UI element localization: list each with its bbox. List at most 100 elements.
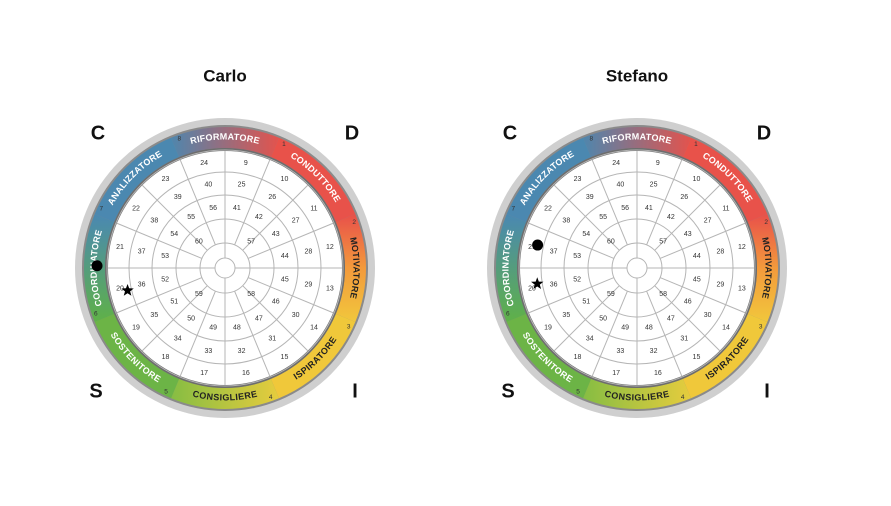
segment (495, 214, 527, 322)
grid-number: 48 (233, 325, 241, 332)
grid-spoke (591, 159, 628, 246)
grid-number: 59 (195, 291, 203, 298)
star-marker (121, 283, 134, 296)
grid-spoke (553, 285, 620, 352)
grid-spoke (247, 277, 334, 314)
boundary-number: 7 (512, 206, 516, 213)
grid-number: 49 (621, 325, 629, 332)
grid-circle (518, 149, 756, 387)
boundary-number: 2 (764, 219, 768, 226)
grid-number: 18 (574, 354, 582, 361)
grid-number: 12 (326, 244, 334, 251)
grid-number: 28 (716, 248, 724, 255)
grid-number: 38 (562, 218, 570, 225)
segment-label-text: COORDINATORE (501, 229, 516, 308)
corner-letter: I (764, 380, 770, 402)
grid-number: 34 (586, 336, 594, 343)
grid-number: 35 (150, 312, 158, 319)
grid-number: 23 (574, 176, 582, 183)
grid-number: 21 (116, 244, 124, 251)
corner-letter: S (89, 380, 102, 402)
segment-label: COORDINATORE (501, 229, 516, 308)
grid-number: 44 (693, 253, 701, 260)
grid-number: 10 (693, 176, 701, 183)
grid-number: 14 (722, 324, 730, 331)
grid-number: 57 (247, 239, 255, 246)
grid-number: 36 (550, 281, 558, 288)
grid-number: 29 (304, 281, 312, 288)
grid-number: 41 (645, 205, 653, 212)
grid-number: 43 (272, 231, 280, 238)
grid-number: 41 (233, 205, 241, 212)
grid-spoke (116, 277, 203, 314)
boundary-number: 5 (576, 388, 580, 395)
grid-number: 56 (621, 205, 629, 212)
grid-number: 24 (612, 160, 620, 167)
grid-number: 45 (281, 277, 289, 284)
segment (94, 313, 180, 399)
grid-spoke (553, 184, 620, 251)
grid-spoke (646, 290, 683, 377)
grid-number: 35 (562, 312, 570, 319)
grid-spoke (528, 222, 615, 259)
grid-number: 32 (238, 348, 246, 355)
grid-number: 42 (255, 214, 263, 221)
grid-number: 39 (174, 194, 182, 201)
boundary-number: 6 (94, 310, 98, 317)
grid-number: 57 (659, 239, 667, 246)
grid-number: 54 (582, 231, 590, 238)
grid-number: 30 (704, 312, 712, 319)
boundary-number: 1 (282, 141, 286, 148)
boundary-number: 7 (100, 206, 104, 213)
grid-number: 33 (205, 348, 213, 355)
grid-spoke (242, 285, 309, 352)
segment-label-text: MOTIVATORE (348, 236, 362, 299)
segment (335, 214, 366, 322)
grid-number: 52 (161, 277, 169, 284)
segment-label: RIFORMATORE (601, 132, 672, 146)
boundary-number: 1 (694, 141, 698, 148)
grid-number: 9 (244, 160, 248, 167)
grid-number: 47 (255, 316, 263, 323)
grid-number: 9 (656, 160, 660, 167)
wheel-title: Stefano (606, 66, 668, 85)
grid-spoke (234, 159, 271, 246)
grid-number: 13 (326, 286, 334, 293)
grid-number: 19 (132, 324, 140, 331)
grid-spoke (116, 222, 203, 259)
grid-spoke (528, 277, 615, 314)
grid-number: 55 (187, 214, 195, 221)
grid-number: 19 (544, 324, 552, 331)
grid-spoke (179, 290, 216, 377)
grid-spoke (247, 222, 334, 259)
segment (583, 126, 691, 158)
grid-number: 27 (704, 218, 712, 225)
dot-marker (91, 260, 103, 272)
grid-number: 38 (150, 218, 158, 225)
grid-number: 50 (599, 316, 607, 323)
grid-number: 54 (170, 231, 178, 238)
grid-spoke (654, 285, 721, 352)
segment (94, 137, 180, 223)
corner-letter: D (757, 122, 771, 144)
grid-number: 31 (268, 336, 276, 343)
boundary-number: 2 (352, 219, 356, 226)
grid-spoke (234, 290, 271, 377)
grid-number: 12 (738, 244, 746, 251)
grid-number: 11 (310, 205, 317, 212)
grid-number: 13 (738, 286, 746, 293)
grid-number: 10 (281, 176, 289, 183)
grid-number: 48 (645, 325, 653, 332)
segment (270, 313, 356, 399)
grid-number: 20 (116, 286, 124, 293)
segment-label-text: CONSIGLIERE (192, 389, 259, 403)
boundary-number: 4 (681, 394, 685, 401)
grid-number: 40 (205, 181, 213, 188)
boundary-number: 5 (164, 388, 168, 395)
grid-spoke (591, 290, 628, 377)
segment (747, 214, 778, 322)
grid-circle (106, 149, 344, 387)
grid-spoke (659, 277, 746, 314)
grid-number: 22 (132, 205, 140, 212)
